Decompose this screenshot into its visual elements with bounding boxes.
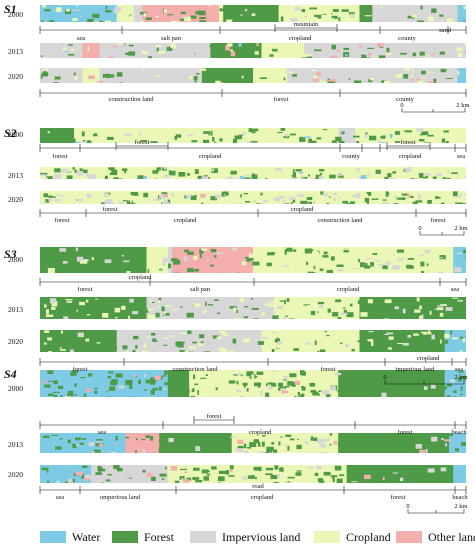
landuse-mosaic bbox=[40, 465, 466, 483]
scale-bar-end: 2 km bbox=[454, 225, 467, 232]
legend-label: Other land bbox=[428, 529, 475, 544]
landuse-strip-s3-2000 bbox=[40, 247, 466, 273]
region-label: sea bbox=[457, 153, 465, 160]
legend-swatch bbox=[190, 531, 216, 543]
landuse-mosaic bbox=[40, 191, 466, 204]
region-label: construction land bbox=[109, 96, 155, 103]
legend-item-cropland: Cropland bbox=[314, 529, 391, 545]
landuse-mosaic bbox=[40, 128, 466, 143]
year-label: 2000 bbox=[8, 10, 23, 19]
legend-label: Forest bbox=[144, 529, 174, 544]
landuse-mosaic bbox=[40, 370, 466, 397]
legend: Water Forest Impervious land Cropland Ot… bbox=[40, 529, 475, 545]
region-label: cropland bbox=[129, 274, 152, 281]
legend-item-other: Other land bbox=[396, 529, 475, 545]
landuse-strip-s1-2013 bbox=[40, 43, 466, 58]
region-label: salt pan bbox=[161, 35, 182, 42]
landuse-mosaic bbox=[40, 5, 466, 22]
legend-item-forest: Forest bbox=[112, 529, 174, 545]
region-label: cropland bbox=[199, 153, 222, 160]
legend-swatch bbox=[112, 531, 138, 543]
region-label: forest bbox=[391, 494, 406, 501]
year-label: 2013 bbox=[8, 440, 23, 449]
scale-bar-start: 0 bbox=[406, 503, 409, 510]
landuse-strip-s4-2013 bbox=[40, 433, 466, 453]
landuse-mosaic bbox=[40, 43, 466, 58]
region-label: road bbox=[252, 483, 264, 490]
region-label: forest bbox=[78, 286, 93, 293]
year-label: 2020 bbox=[8, 337, 23, 346]
region-label: cropland bbox=[337, 286, 360, 293]
legend-swatch bbox=[396, 531, 422, 543]
year-label: 2013 bbox=[8, 171, 23, 180]
scale-bar-end: 2 km bbox=[456, 102, 469, 109]
region-label: county bbox=[342, 153, 360, 160]
legend-item-impervious: Impervious land bbox=[190, 529, 300, 545]
landuse-strip-s3-2013 bbox=[40, 297, 466, 319]
region-label: mountain bbox=[294, 21, 319, 28]
legend-label: Cropland bbox=[346, 529, 391, 544]
landuse-strip-s4-2000 bbox=[40, 370, 466, 397]
year-label: 2020 bbox=[8, 195, 23, 204]
region-label: cropland bbox=[289, 35, 312, 42]
year-label: 2000 bbox=[8, 384, 23, 393]
year-label: 2013 bbox=[8, 47, 23, 56]
region-label: cropland bbox=[251, 494, 274, 501]
scale-bar-start: 0 bbox=[418, 225, 421, 232]
landuse-strip-s2-2013 bbox=[40, 167, 466, 179]
year-label: 2013 bbox=[8, 305, 23, 314]
region-label: salt pan bbox=[190, 286, 211, 293]
landuse-strip-s2-2020 bbox=[40, 191, 466, 204]
region-label: forest bbox=[431, 217, 446, 224]
region-label: county bbox=[396, 96, 414, 103]
region-label: forest bbox=[103, 206, 118, 213]
region-label: sand bbox=[439, 27, 452, 34]
landuse-mosaic bbox=[40, 68, 466, 83]
region-label: sea bbox=[77, 35, 85, 42]
region-label: cropland bbox=[291, 206, 314, 213]
scale-bar-start: 0 bbox=[400, 102, 403, 109]
landuse-strip-s1-2000 bbox=[40, 5, 466, 22]
legend-swatch bbox=[40, 531, 66, 543]
landuse-mosaic bbox=[40, 247, 466, 273]
legend-swatch bbox=[314, 531, 340, 543]
landuse-mosaic bbox=[40, 433, 466, 453]
year-label: 2020 bbox=[8, 470, 23, 479]
landuse-mosaic bbox=[40, 297, 466, 319]
region-label: forest bbox=[53, 153, 68, 160]
section-label-s2: S2 bbox=[4, 126, 17, 140]
legend-item-water: Water bbox=[40, 529, 100, 545]
year-label: 2000 bbox=[8, 255, 23, 264]
landuse-strip-s4-2020 bbox=[40, 465, 466, 483]
region-label: forest bbox=[274, 96, 289, 103]
region-label: cropland bbox=[174, 217, 197, 224]
year-label: 2020 bbox=[8, 72, 23, 81]
section-label-s3: S3 bbox=[4, 247, 17, 261]
scale-bar-end: 2 km bbox=[454, 503, 467, 510]
landuse-strip-s3-2020 bbox=[40, 330, 466, 352]
region-label: beach bbox=[452, 494, 468, 501]
landuse-strip-s2-2000 bbox=[40, 128, 466, 143]
region-label: sea bbox=[56, 494, 64, 501]
year-label: 2000 bbox=[8, 130, 23, 139]
region-label: sea bbox=[451, 286, 459, 293]
region-label: cropland bbox=[399, 153, 422, 160]
landuse-strip-s1-2020 bbox=[40, 68, 466, 83]
legend-label: Water bbox=[72, 529, 101, 544]
legend-label: Impervious land bbox=[222, 529, 301, 544]
region-label: omperious land bbox=[100, 494, 141, 501]
region-label: construction land bbox=[318, 217, 364, 224]
landuse-mosaic bbox=[40, 330, 466, 352]
section-label-s1: S1 bbox=[4, 2, 17, 16]
section-label-s4: S4 bbox=[4, 367, 17, 381]
region-label: cropland bbox=[417, 355, 440, 362]
region-label: county bbox=[398, 35, 416, 42]
region-label: forest bbox=[207, 413, 222, 420]
region-label: forest bbox=[55, 217, 70, 224]
landuse-mosaic bbox=[40, 167, 466, 179]
